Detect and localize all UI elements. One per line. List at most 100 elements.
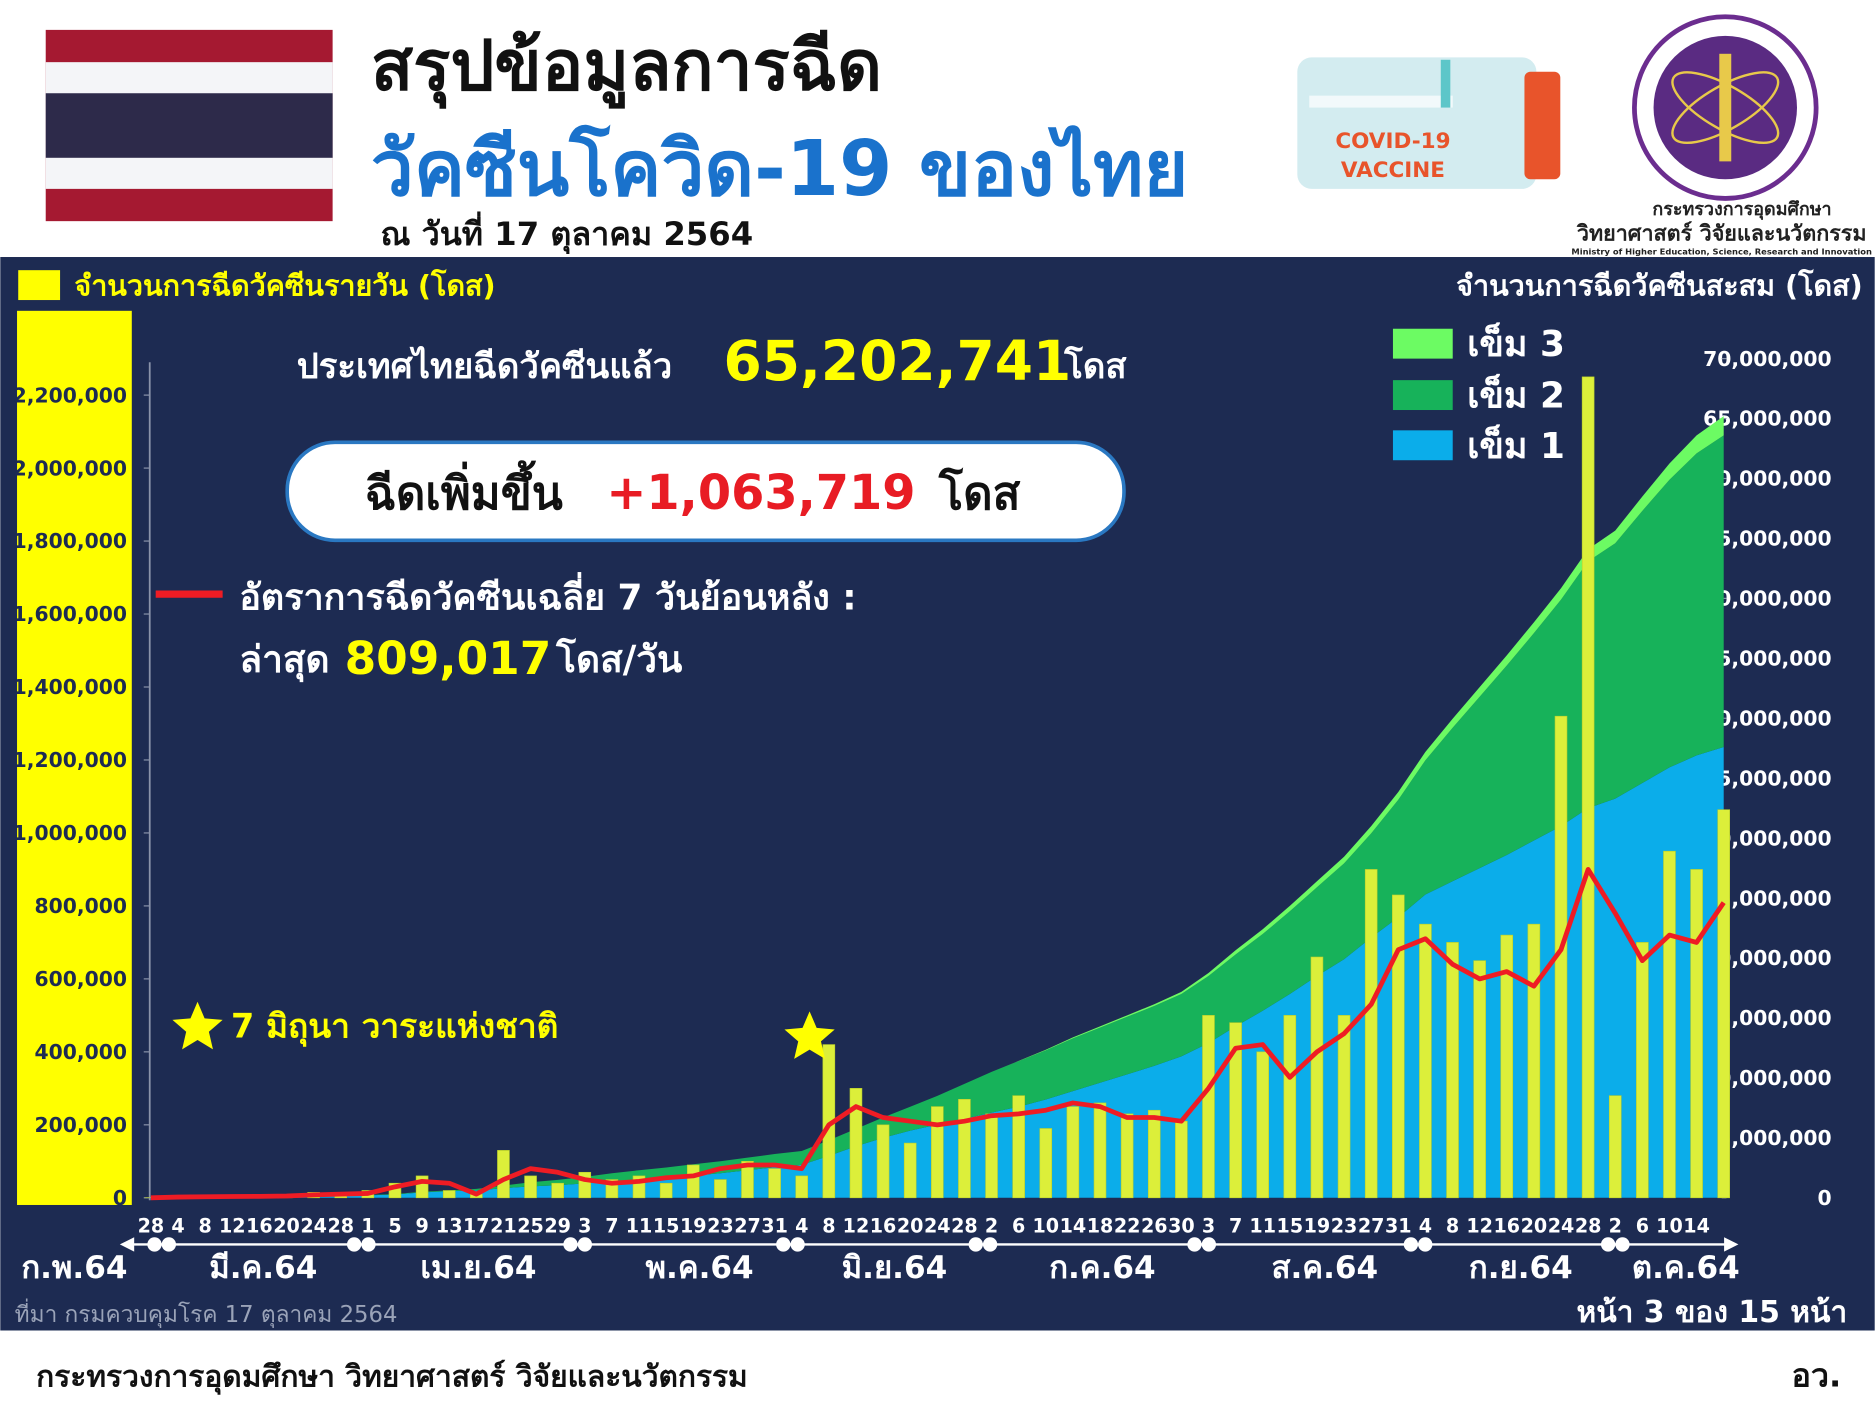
x-tick-label: 23 xyxy=(1331,1214,1358,1237)
title-line2: วัคซีนโควิด-19 ของไทย xyxy=(371,124,1188,214)
x-tick-label: 26 xyxy=(1141,1214,1168,1237)
bar xyxy=(1066,1106,1080,1199)
y-tick-label: 1,200,000 xyxy=(13,748,127,772)
vaccine-badge: COVID-19 VACCINE xyxy=(1297,57,1561,189)
x-tick-label: 7 xyxy=(1229,1214,1242,1237)
month-dot xyxy=(1615,1237,1630,1252)
bar xyxy=(1120,1113,1134,1199)
x-tick-label: 14 xyxy=(1683,1214,1710,1237)
month-dot xyxy=(1201,1237,1217,1252)
area xyxy=(150,435,1724,1198)
month-label: ก.พ.64 xyxy=(21,1250,127,1286)
ministry-logo: กระทรวงการอุดมศึกษา วิทยาศาสตร์ วิจัยและ… xyxy=(1571,14,1872,257)
month-label: ส.ค.64 xyxy=(1272,1250,1379,1286)
date: ณ วันที่ 17 ตุลาคม 2564 xyxy=(380,211,753,255)
bar xyxy=(1392,894,1405,1199)
x-tick-label: 16 xyxy=(246,1214,273,1237)
x-tick-label: 7 xyxy=(605,1214,618,1237)
month-label: ก.ย.64 xyxy=(1469,1250,1573,1286)
bar xyxy=(1147,1109,1161,1199)
x-tick-label: 20 xyxy=(1521,1214,1548,1237)
month-dot xyxy=(1600,1237,1616,1252)
y-tick-label: 0 xyxy=(113,1186,127,1210)
x-tick-label: 10 xyxy=(1032,1214,1059,1237)
y-tick-label: 2,200,000 xyxy=(13,383,127,407)
bar xyxy=(1663,850,1676,1199)
x-tick-label: 24 xyxy=(924,1214,951,1237)
x-tick-label: 20 xyxy=(897,1214,924,1237)
y-tick-label: 800,000 xyxy=(34,894,127,918)
x-tick-label: 17 xyxy=(463,1214,490,1237)
bar xyxy=(931,1106,944,1199)
bar xyxy=(876,1124,890,1199)
x-tick-label: 24 xyxy=(300,1214,327,1237)
source: ที่มา กรมควบคุมโรค 17 ตุลาคม 2564 xyxy=(15,1298,398,1328)
x-tick-label: 13 xyxy=(436,1214,463,1237)
month-dot xyxy=(790,1237,805,1252)
bar xyxy=(958,1098,971,1199)
bar xyxy=(1717,809,1730,1199)
x-tick-label: 2 xyxy=(985,1214,998,1237)
line xyxy=(150,867,1726,1201)
bar xyxy=(1283,1015,1297,1199)
month-label: ต.ค.64 xyxy=(1632,1250,1740,1286)
bar xyxy=(741,1161,754,1199)
x-tick-label: 24 xyxy=(1548,1214,1575,1237)
legend-label: เข็ม 1 xyxy=(1467,423,1565,467)
x-tick-label: 12 xyxy=(843,1214,870,1237)
month-dot xyxy=(346,1237,362,1252)
logo-text: กระทรวงการอุดมศึกษา xyxy=(1652,199,1831,220)
latest-label: ล่าสุด xyxy=(239,638,329,683)
timeline xyxy=(119,1237,1739,1252)
y-tick-label: 1,000,000 xyxy=(13,821,127,845)
bar xyxy=(903,1142,917,1199)
month-dot xyxy=(563,1237,578,1252)
latest-unit: โดส/วัน xyxy=(555,637,683,681)
x-tick-label: 4 xyxy=(1419,1214,1432,1237)
bar xyxy=(849,1088,863,1199)
x-tick-label: 31 xyxy=(761,1214,788,1237)
bar xyxy=(795,1175,809,1199)
x-tick-label: 15 xyxy=(653,1214,680,1237)
y-tick-label: 1,600,000 xyxy=(13,602,127,626)
chart-star xyxy=(784,1011,835,1059)
bar xyxy=(415,1175,429,1199)
month-label: เม.ย.64 xyxy=(420,1250,536,1286)
x-tick-label: 14 xyxy=(1060,1214,1087,1237)
bar xyxy=(768,1168,781,1199)
area xyxy=(150,747,1724,1198)
bar xyxy=(985,1113,998,1199)
bar xyxy=(1527,923,1541,1199)
x-tick-label: 11 xyxy=(626,1214,653,1237)
x-tick-label: 12 xyxy=(1466,1214,1493,1237)
bar xyxy=(1446,942,1459,1199)
timeline-arrow xyxy=(119,1237,135,1252)
legend-label: เข็ม 2 xyxy=(1467,373,1565,417)
month-dot xyxy=(1403,1237,1419,1252)
month-dot xyxy=(161,1237,177,1252)
x-tick-label: 27 xyxy=(1358,1214,1385,1237)
x-tick-label: 11 xyxy=(1249,1214,1276,1237)
bar xyxy=(1337,1015,1351,1199)
page-number: หน้า 3 ของ 15 หน้า xyxy=(1577,1295,1848,1330)
legend-swatch xyxy=(1392,380,1453,411)
legend-swatch xyxy=(1392,430,1453,461)
x-tick-label: 27 xyxy=(734,1214,761,1237)
summary-label: ประเทศไทยฉีดวัคซีนแล้ว xyxy=(297,345,672,387)
x-tick-label: 2 xyxy=(1609,1214,1622,1237)
logo-mace xyxy=(1719,53,1732,162)
x-tick-label: 29 xyxy=(544,1214,571,1237)
x-tick-label: 10 xyxy=(1656,1214,1683,1237)
bar xyxy=(1608,1095,1622,1199)
vial-shine xyxy=(1309,95,1453,108)
x-tick-label: 4 xyxy=(171,1214,184,1237)
y-axis-title: จำนวนการฉีดวัคซีนรายวัน (โดส) xyxy=(74,267,495,302)
badge-text: COVID-19 xyxy=(1335,129,1450,154)
x-tick-label: 18 xyxy=(1087,1214,1114,1237)
x-tick-label: 31 xyxy=(1385,1214,1412,1237)
increase-value: +1,063,719 xyxy=(606,466,915,521)
y2-tick-label: 5,000,000 xyxy=(1717,1126,1831,1150)
logo-orbit xyxy=(1671,71,1780,145)
